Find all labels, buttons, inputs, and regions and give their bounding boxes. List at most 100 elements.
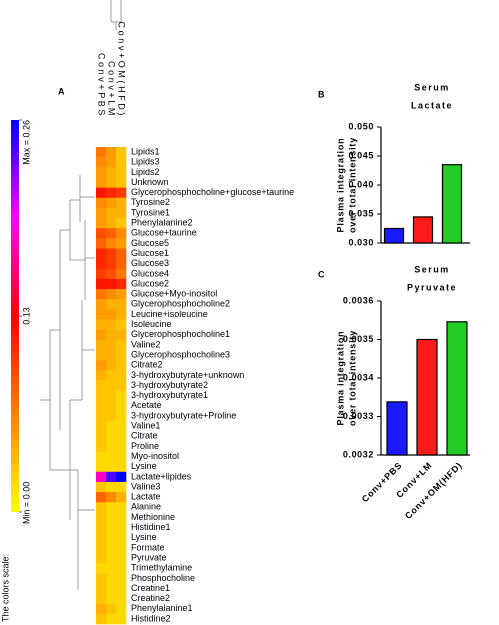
column-label: Conv+PBS [97, 53, 107, 118]
row-label: Citrate [131, 431, 158, 441]
heatmap-cell [116, 147, 127, 158]
y-tick-label: 0.030 [348, 237, 374, 247]
heatmap-cell [106, 278, 117, 290]
row-label: Valine3 [131, 481, 160, 491]
dendrogram [40, 0, 122, 590]
heatmap-cell [96, 197, 107, 209]
heatmap-cell [106, 360, 117, 371]
y-tick-label: 0.035 [348, 208, 374, 218]
heatmap-cell [106, 603, 117, 615]
heatmap-cell [116, 410, 127, 422]
heatmap-cell [116, 157, 127, 168]
heatmap-cell [116, 431, 127, 442]
heatmap-cell [116, 532, 127, 544]
row-label: Lipids1 [131, 146, 160, 156]
heatmap-cell [96, 238, 107, 249]
column-label: Conv+OM(HFD) [117, 22, 127, 118]
row-label: Creatine1 [131, 583, 170, 593]
heatmap-cell [96, 410, 107, 422]
heatmap-cell [96, 299, 107, 310]
row-label: Glycerophosphocholine+glucose+taurine [131, 187, 294, 197]
heatmap-cell [106, 299, 117, 310]
heatmap-cell [106, 583, 117, 594]
chart-title: Pyruvate [407, 282, 457, 292]
heatmap-cell [106, 471, 117, 483]
heatmap-cell [96, 157, 107, 168]
heatmap-cell [116, 197, 127, 209]
heatmap-cell [96, 187, 107, 199]
heatmap-cell [116, 563, 127, 574]
row-label: Proline [131, 441, 159, 451]
row-label: Phosphocholine [131, 573, 195, 583]
heatmap-cell [96, 583, 107, 594]
y-axis-label: over total intensity [347, 330, 357, 426]
heatmap-cell [96, 228, 107, 239]
heatmap-cell [106, 441, 117, 452]
heatmap-cell [96, 319, 107, 330]
heatmap-cell [106, 339, 117, 351]
heatmap-cell [106, 512, 117, 523]
heatmap-cell [96, 370, 107, 381]
heatmap-cell [106, 410, 117, 422]
heatmap-cell [116, 603, 127, 615]
heatmap-cell [96, 563, 107, 574]
heatmap-cell [116, 278, 127, 290]
heatmap-cell [116, 461, 127, 473]
heatmap-cell [116, 553, 127, 564]
heatmap-cell [106, 553, 117, 564]
heatmap-cell [96, 400, 107, 412]
heatmap-cell [116, 167, 127, 178]
row-label: Lysine [131, 461, 157, 471]
heatmap-cell [106, 380, 117, 391]
heatmap-cell [116, 329, 127, 341]
heatmap-cell [96, 380, 107, 391]
row-label: Lactate [131, 492, 161, 502]
row-label: Glucose+taurine [131, 228, 197, 238]
row-label: Glucose3 [131, 258, 169, 268]
heatmap-cell [96, 350, 107, 361]
row-label: Formate [131, 542, 165, 552]
heatmap-cell [116, 471, 127, 483]
colorbar-title: The colors scale: [0, 554, 10, 622]
colorbar-label: 0.13 [21, 307, 31, 325]
heatmap-cell [106, 147, 117, 158]
heatmap-cell [116, 319, 127, 330]
row-label: Lactate+lipides [131, 471, 192, 481]
heatmap-cell [106, 593, 117, 605]
y-tick-label: 0.0036 [343, 295, 374, 305]
row-label: Histidine1 [131, 522, 171, 532]
heatmap-cell [116, 400, 127, 412]
heatmap-cell [96, 360, 107, 371]
heatmap-cell [106, 451, 117, 462]
row-label: Pyruvate [131, 552, 167, 562]
heatmap-cell [116, 583, 127, 594]
y-tick-label: 0.050 [348, 121, 374, 131]
y-tick-label: 0.0032 [343, 449, 374, 459]
chart-title: Serum [414, 264, 450, 274]
bar [441, 164, 463, 244]
heatmap-cell [96, 147, 107, 158]
heatmap-cell [96, 207, 107, 219]
heatmap-cell [106, 613, 117, 625]
heatmap-cell [116, 441, 127, 452]
heatmap-cell [106, 502, 117, 513]
heatmap-cell [116, 248, 127, 259]
heatmap-cell [106, 573, 117, 584]
row-label: Glucose1 [131, 248, 169, 258]
heatmap-cell [116, 360, 127, 371]
bar [383, 227, 405, 244]
row-label: Glycerophosphocholine3 [131, 349, 230, 359]
y-axis-label: over total intensity [347, 137, 357, 233]
row-label: Glucose4 [131, 268, 169, 278]
heatmap-cell [106, 228, 117, 239]
heatmap-cell [96, 390, 107, 402]
heatmap-cell [96, 522, 107, 533]
panel-label: B [318, 89, 325, 99]
heatmap-cell [96, 218, 107, 229]
heatmap-cell [116, 522, 127, 533]
heatmap-cell [96, 553, 107, 564]
heatmap-cell [106, 268, 117, 280]
panel-label: A [58, 86, 65, 96]
heatmap-cell [106, 207, 117, 219]
